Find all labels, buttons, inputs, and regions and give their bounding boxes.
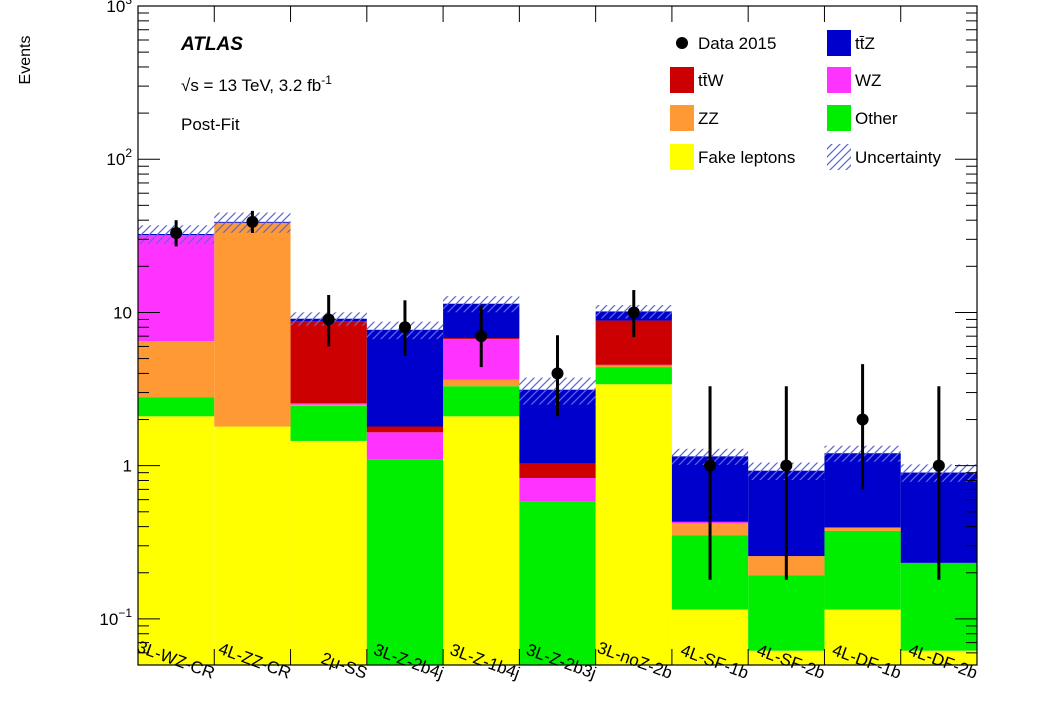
y-tick-label-4: 103 [106,0,132,16]
bar-zz-4 [443,379,520,387]
data-point-3 [398,321,411,334]
bar-wz-2 [290,403,367,405]
bar-fakeleptons-7 [671,609,749,665]
legend-label-data2015: Data 2015 [698,34,776,53]
bar-other-9 [824,530,901,610]
bar-fakeleptons-8 [748,650,825,665]
data-point-4 [475,330,488,343]
bar-wz-5 [519,477,596,502]
annotations: ATLAS √s = 13 TeV, 3.2 fb-1 Post-Fit [180,34,332,134]
legend-swatch-fakeleptons [670,144,694,170]
legend-label-ttw: tt̄W [698,71,724,90]
legend: Data 2015 tt̄Z tt̄W WZ ZZ Other Fake leptons Un… [670,30,941,170]
data-point-7 [704,459,717,472]
y-tick-base: 10 [106,150,125,169]
bar-zz-1 [214,222,291,427]
bar-fakeleptons-0 [138,416,215,665]
legend-label-ttz: tt̄Z [855,34,875,53]
y-tick-label-2: 10 [113,303,132,322]
legend-swatch-uncertainty [827,144,851,170]
legend-label-other: Other [855,109,898,128]
bar-fakeleptons-9 [824,609,901,665]
bar-fakeleptons-10 [900,650,977,665]
data-point-0 [170,226,183,239]
bar-other-2 [290,406,367,441]
y-tick-exponent: 2 [125,146,132,160]
data-point-2 [322,313,335,326]
experiment-label: ATLAS [180,34,243,55]
legend-swatch-zz [670,105,694,131]
bar-fakeleptons-2 [290,440,367,665]
legend-swatch-other [827,105,851,131]
data-point-9 [856,413,869,426]
energy-lumi-text: √s = 13 TeV, 3.2 fb [181,76,321,95]
bar-zz-2 [290,404,367,407]
bar-other-0 [138,397,215,417]
legend-swatch-wz [827,67,851,93]
y-tick-exponent: −1 [118,606,132,620]
bar-zz-9 [824,527,901,531]
bar-fakeleptons-4 [443,416,520,665]
legend-swatch-ttz [827,30,851,56]
y-tick-base: 10 [99,610,118,629]
y-tick-base: 10 [106,0,125,16]
y-tick-label-0: 10−1 [99,606,132,629]
bar-other-8 [748,575,825,651]
legend-label-zz: ZZ [698,109,719,128]
lumi-exponent: -1 [321,73,332,87]
bar-fakeleptons-6 [595,384,672,665]
uncertainty-band-4 [443,296,520,313]
data-point-8 [780,459,793,472]
bar-wz-6 [595,364,672,366]
y-axis-title: Events [17,36,34,85]
legend-label-wz: WZ [855,71,881,90]
data-point-1 [246,215,259,228]
bar-fakeleptons-1 [214,426,291,665]
bar-other-3 [366,459,444,665]
data-point-6 [627,306,640,319]
legend-marker-data2015 [676,37,688,49]
legend-label-fakeleptons: Fake leptons [698,148,795,167]
bar-wz-0 [138,235,215,342]
bar-ttw-5 [519,463,596,478]
data-point-10 [932,459,945,472]
legend-label-uncertainty: Uncertainty [855,148,941,167]
bar-other-5 [519,501,596,665]
bar-wz-3 [366,432,444,460]
bar-other-6 [595,367,672,385]
bar-zz-6 [595,365,672,368]
y-tick-label-3: 102 [106,146,132,169]
data-point-5 [551,367,564,380]
legend-swatch-ttw [670,67,694,93]
bar-ttw-3 [366,426,444,433]
data-points [170,210,945,580]
y-tick-label-1: 1 [123,457,132,476]
energy-lumi-label: √s = 13 TeV, 3.2 fb-1 [181,73,332,95]
plot-frame [137,5,978,666]
stacked-bars [138,221,977,665]
bar-other-4 [443,386,520,417]
y-tick-exponent: 3 [125,0,132,7]
bar-zz-0 [138,341,215,398]
fit-label: Post-Fit [181,115,240,134]
